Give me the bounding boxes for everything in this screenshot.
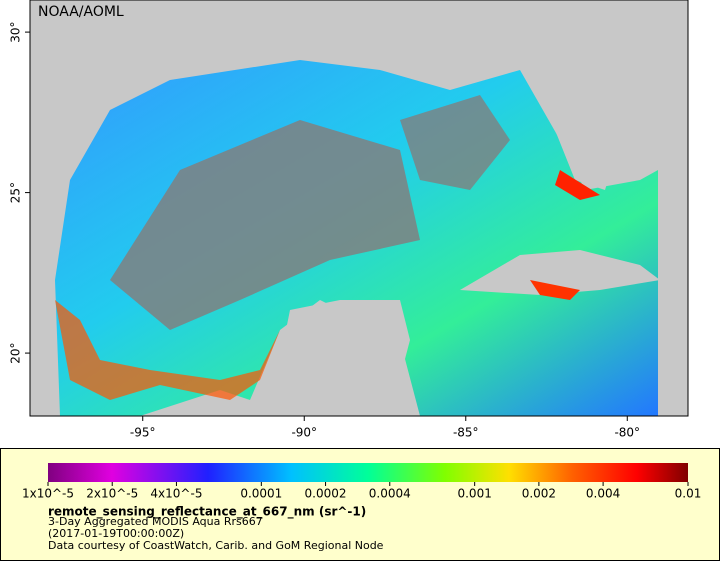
colorbar-tick-label: 0.0004 bbox=[369, 487, 411, 501]
attribution: NOAA/AOML bbox=[38, 4, 124, 20]
x-tick-label: -85° bbox=[453, 426, 479, 440]
note: (2017-01-19T00:00:00Z) bbox=[48, 527, 184, 540]
y-tick-label: 20° bbox=[9, 342, 23, 363]
no-data-area bbox=[110, 120, 420, 330]
note: Data courtesy of CoastWatch, Carib. and … bbox=[48, 539, 384, 552]
high-reflectance-coast bbox=[530, 280, 580, 300]
colorbar-tick-label: 0.01 bbox=[675, 487, 702, 501]
florida bbox=[548, 70, 620, 190]
x-tick-label: -80° bbox=[614, 426, 640, 440]
colorbar bbox=[48, 463, 688, 482]
no-data-area bbox=[400, 95, 510, 190]
colorbar-title: remote_sensing_reflectance_at_667_nm (sr… bbox=[48, 505, 366, 520]
x-tick-label: -95° bbox=[130, 426, 156, 440]
yucatan bbox=[280, 300, 410, 416]
high-reflectance-coast bbox=[555, 170, 600, 200]
colorbar-tick-label: 0.0001 bbox=[240, 487, 282, 501]
y-tick-label: 30° bbox=[9, 21, 23, 42]
map: NOAA/AOML bbox=[29, 0, 689, 417]
y-tick-label: 25° bbox=[9, 182, 23, 203]
colorbar-tick-label: 0.001 bbox=[457, 487, 491, 501]
colorbar-tick-label: 0.0002 bbox=[305, 487, 347, 501]
colorbar-tick-label: 2x10^-5 bbox=[86, 487, 138, 501]
map-frame bbox=[29, 0, 689, 417]
colorbar-tick-label: 0.004 bbox=[586, 487, 620, 501]
high-reflectance-coast bbox=[55, 300, 280, 400]
x-tick-label: -90° bbox=[291, 426, 317, 440]
colorbar-tick-label: 4x10^-5 bbox=[150, 487, 202, 501]
cuba bbox=[460, 250, 660, 295]
note: 3-Day Aggregated MODIS Aqua Rrs667 bbox=[48, 515, 263, 528]
colorbar-tick-label: 0.002 bbox=[522, 487, 556, 501]
colorbar-tick-label: 1x10^-5 bbox=[22, 487, 74, 501]
